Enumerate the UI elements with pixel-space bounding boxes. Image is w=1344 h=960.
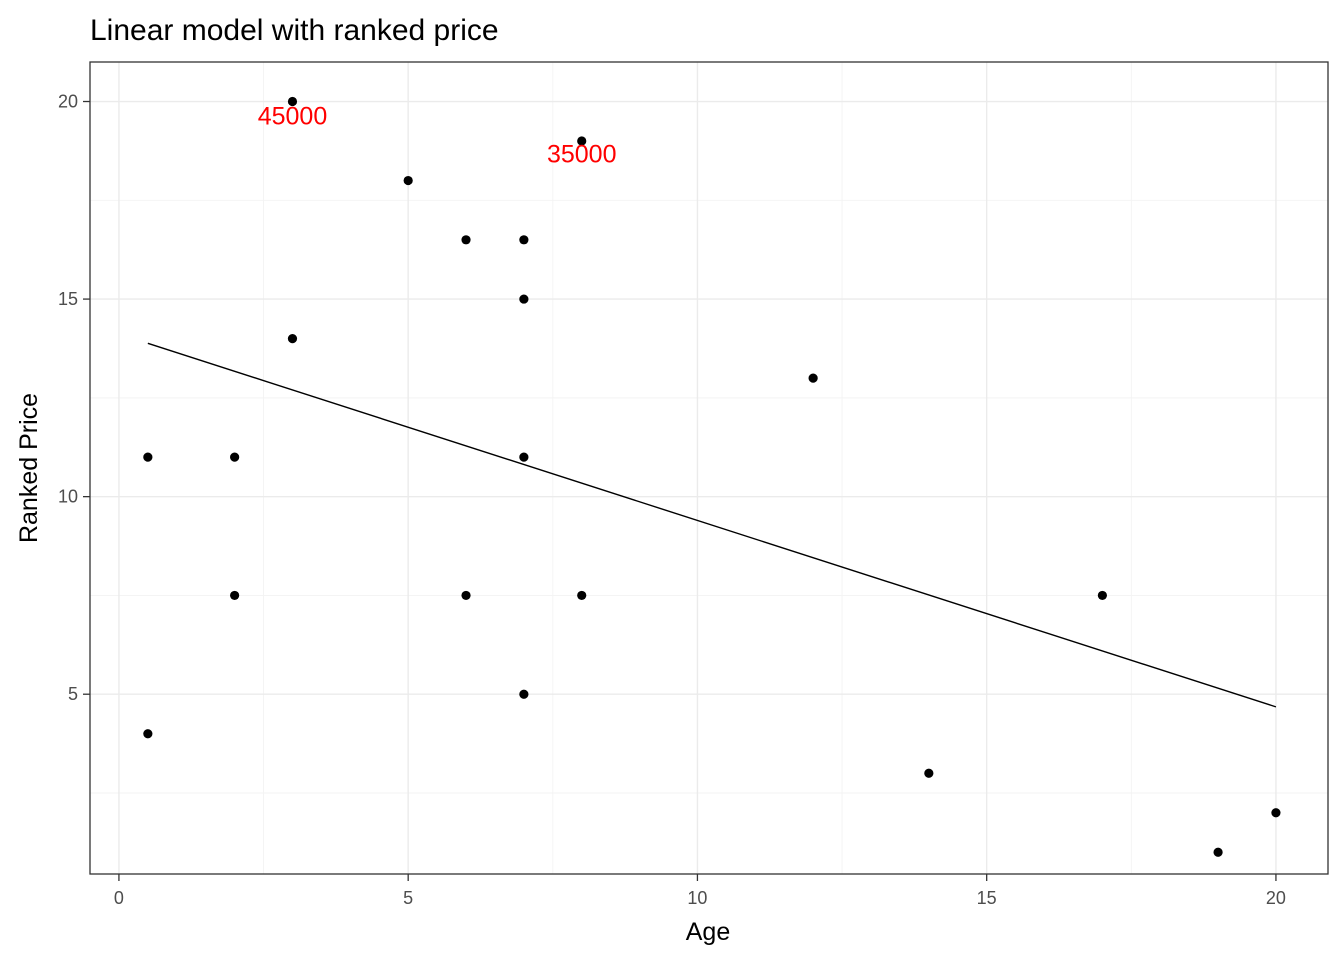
data-point [808,373,818,383]
data-point [577,590,587,601]
x-axis-title: Age [686,918,730,946]
y-tick-label: 10 [58,487,78,507]
data-points [143,96,1281,857]
data-point [519,235,529,245]
data-point [230,452,240,462]
data-point [1271,808,1281,818]
y-tick-label: 5 [68,684,78,704]
x-tick-label: 5 [403,888,413,908]
data-point [230,590,240,601]
grid [90,62,1328,874]
panel-border [89,61,1329,875]
data-point [143,729,153,739]
data-point [143,452,153,462]
annotations: 45000 35000 [258,102,617,168]
data-point [461,590,471,601]
data-point [1097,590,1107,601]
regression-line [147,342,1277,708]
data-point [461,235,471,245]
data-point [287,96,298,107]
data-point [287,333,298,344]
y-axis: 5 10 15 20 [58,92,90,704]
annotation-label: 35000 [547,141,617,169]
regression-line-group [147,342,1277,708]
data-point [577,136,587,146]
x-tick-label: 0 [114,888,124,908]
annotation-label: 45000 [258,102,328,130]
y-axis-title: Ranked Price [15,393,43,543]
data-point [519,294,529,304]
y-tick-label: 20 [58,92,78,112]
data-point [924,768,934,778]
data-point [1213,847,1223,857]
x-axis: 0 5 10 15 20 [114,874,1286,908]
data-point [403,175,413,186]
x-tick-label: 15 [977,888,997,908]
x-tick-label: 10 [687,888,707,908]
data-point [519,689,529,699]
data-point [519,452,529,462]
y-tick-label: 15 [58,289,78,309]
x-tick-label: 20 [1266,888,1286,908]
chart-title: Linear model with ranked price [90,14,499,47]
